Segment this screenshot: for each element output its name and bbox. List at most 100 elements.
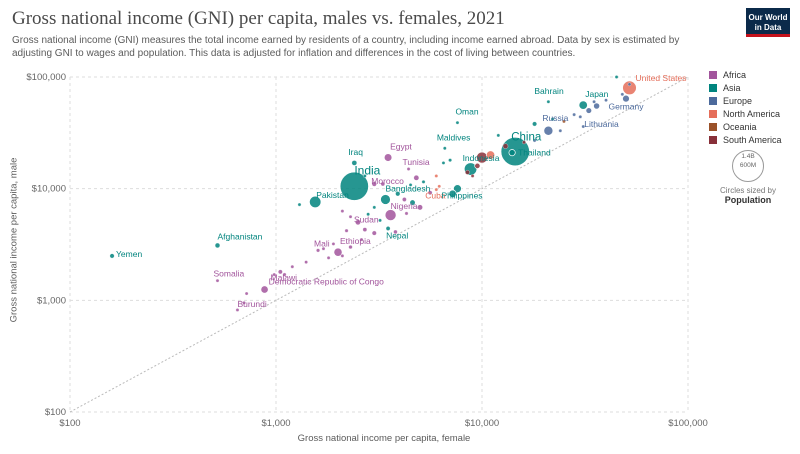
data-point: [604, 98, 608, 102]
data-point: [470, 174, 475, 178]
point-label: Japan: [585, 89, 608, 99]
data-point: [441, 161, 446, 165]
legend-item-south-america[interactable]: South America: [709, 133, 782, 146]
data-point: [558, 129, 563, 133]
y-tick-label: $100,000: [26, 72, 66, 83]
legend-label: North America: [723, 108, 781, 119]
logo-accent-bar: [746, 34, 790, 37]
data-point: [562, 119, 566, 124]
data-point: [321, 246, 326, 251]
point-label: Bahrain: [534, 86, 564, 96]
data-point: [508, 149, 516, 157]
data-point: [371, 230, 377, 236]
point-label: China: [511, 132, 542, 144]
data-point: [620, 92, 625, 97]
point-label: Lithuania: [584, 119, 619, 129]
data-point: [593, 102, 601, 110]
legend-item-oceania[interactable]: Oceania: [709, 120, 782, 133]
data-point: [383, 153, 393, 162]
legend-label: Africa: [723, 69, 747, 80]
data-point: [427, 190, 433, 195]
data-point: [244, 291, 249, 296]
data-point: [297, 202, 302, 207]
data-point: [384, 209, 397, 221]
point-label: Egypt: [390, 142, 412, 152]
data-point: [109, 253, 115, 259]
data-point: [260, 285, 269, 294]
data-point: [344, 228, 349, 233]
data-point: [546, 100, 551, 104]
data-point: [339, 171, 369, 201]
data-point: [380, 181, 385, 187]
point-label: Philippines: [441, 191, 482, 201]
point-label: Pakistan: [316, 190, 349, 200]
point-label: Russia: [542, 113, 568, 123]
data-point: [578, 115, 583, 119]
data-point: [443, 146, 447, 151]
legend-label: Europe: [723, 95, 753, 106]
point-label: Iraq: [348, 147, 363, 157]
point-label: United States: [635, 73, 686, 83]
legend-swatch: [709, 122, 717, 131]
data-point: [385, 226, 391, 231]
x-tick-label: $1,000: [261, 418, 290, 429]
point-label: Yemen: [116, 249, 142, 259]
data-point: [316, 248, 320, 253]
y-tick-label: $100: [45, 407, 66, 418]
page-title: Gross national income (GNI) per capita, …: [12, 8, 505, 29]
data-point: [215, 278, 220, 283]
data-point: [409, 199, 416, 206]
data-point: [242, 301, 246, 305]
data-point: [348, 215, 353, 219]
data-point: [362, 227, 368, 232]
legend-swatch: [709, 135, 717, 144]
data-point: [278, 269, 283, 275]
point-label: Nigeria: [391, 201, 418, 211]
data-point: [340, 209, 345, 213]
legend-label: South America: [723, 134, 782, 145]
data-point: [272, 272, 276, 277]
point-label: Somalia: [213, 269, 244, 279]
point-label: Oman: [455, 107, 478, 117]
data-point: [437, 184, 441, 189]
data-point: [522, 140, 526, 145]
data-point: [333, 247, 343, 257]
data-point: [585, 107, 593, 114]
data-point: [448, 189, 457, 198]
data-point: [359, 237, 364, 242]
legend-item-asia[interactable]: Asia: [709, 81, 782, 94]
data-point: [622, 80, 637, 96]
data-point: [395, 191, 401, 197]
point-label: Maldives: [437, 132, 471, 142]
legend-item-north-america[interactable]: North America: [709, 107, 782, 120]
point-label: Tunisia: [403, 157, 430, 167]
data-point: [543, 125, 554, 136]
data-point: [550, 117, 555, 121]
reference-line-equality: [69, 76, 689, 413]
data-point: [309, 195, 322, 209]
data-point: [351, 160, 357, 166]
point-label: Cuba: [425, 190, 446, 200]
point-label: Mali: [314, 238, 330, 248]
data-point: [572, 112, 576, 117]
size-legend: 1.4B 600M Circles sized by Population: [706, 150, 790, 205]
x-tick-label: $100: [59, 418, 80, 429]
data-point: [474, 162, 481, 169]
y-tick-label: $10,000: [32, 184, 66, 195]
legend-item-africa[interactable]: Africa: [709, 68, 782, 81]
data-point: [404, 211, 409, 216]
data-point: [496, 133, 501, 138]
x-axis-label: Gross national income per capita, female: [297, 433, 471, 444]
data-point: [402, 197, 407, 202]
data-point: [465, 170, 470, 175]
region-legend: Africa Asia Europe North America Oceania Sout…: [709, 68, 782, 146]
y-axis-label: Gross national income per capita, male: [8, 157, 20, 323]
legend-item-europe[interactable]: Europe: [709, 94, 782, 107]
data-point: [235, 308, 240, 312]
size-legend-value-small: 600M: [739, 162, 757, 169]
data-point: [371, 181, 377, 187]
page-subtitle: Gross national income (GNI) measures the…: [12, 35, 680, 59]
owid-logo[interactable]: Our World in Data: [746, 8, 790, 37]
data-point: [214, 242, 221, 249]
